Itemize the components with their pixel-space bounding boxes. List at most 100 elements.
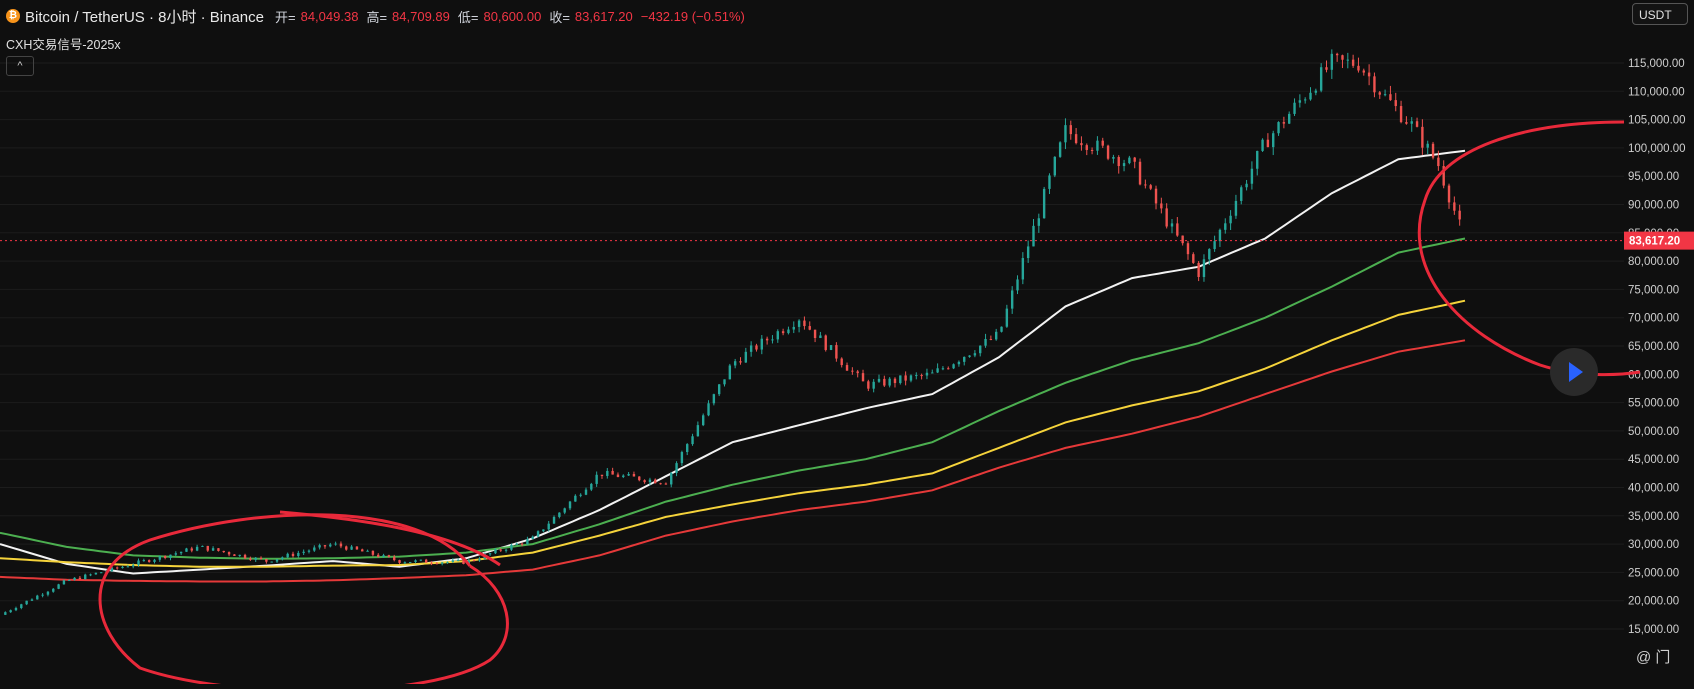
candle-body-115 [616, 474, 620, 478]
candle-body-235 [1256, 150, 1259, 169]
watermark: @ 门 [1636, 649, 1671, 666]
candle-body-85 [456, 560, 460, 562]
ma-line-3 [0, 339, 1466, 583]
candle-body-47 [254, 557, 257, 560]
candle-body-241 [1288, 113, 1291, 124]
candle-body-230 [1229, 215, 1232, 224]
candle-body-146 [781, 331, 785, 334]
candle-body-179 [957, 361, 961, 365]
indicator-label[interactable]: CXH交易信号-2025x [6, 38, 121, 52]
y-tick-label-8: 55,000.00 [1628, 398, 1679, 410]
candle-body-17 [94, 572, 98, 575]
candle-body-11 [62, 580, 66, 585]
candle-body-121 [648, 479, 652, 483]
candle-body-173 [925, 372, 929, 376]
candle-body-65 [350, 546, 353, 550]
candle-body-177 [947, 368, 950, 370]
candle-body-190 [1016, 279, 1019, 291]
candle-body-37 [201, 545, 204, 547]
y-tick-label-12: 75,000.00 [1628, 284, 1679, 296]
candle-body-57 [307, 550, 311, 552]
candle-body-234 [1250, 168, 1254, 184]
candle-body-46 [249, 558, 252, 560]
candle-body-236 [1261, 139, 1264, 151]
y-tick-label-4: 35,000.00 [1628, 511, 1679, 523]
candle-body-139 [744, 351, 748, 363]
candle-body-138 [739, 361, 742, 363]
symbol-title[interactable]: Bitcoin / TetherUS · 8小时 · Binance [25, 8, 264, 26]
candle-body-243 [1298, 100, 1302, 103]
candle-body-232 [1240, 187, 1243, 201]
candle-body-220 [1176, 223, 1179, 236]
candle-body-217 [1160, 203, 1163, 209]
candle-body-128 [686, 444, 689, 453]
candle-body-108 [579, 494, 582, 496]
candle-body-88 [472, 560, 476, 562]
candle-body-134 [717, 384, 721, 395]
candle-body-84 [451, 560, 455, 562]
candle-body-61 [329, 544, 332, 547]
candle-body-59 [318, 545, 321, 548]
candle-body-175 [936, 368, 939, 373]
candle-body-104 [558, 512, 561, 517]
candle-body-9 [52, 588, 55, 592]
candle-body-240 [1282, 122, 1286, 124]
candle-body-101 [542, 529, 545, 532]
candle-body-94 [504, 549, 508, 551]
candle-body-264 [1410, 121, 1413, 124]
y-tick-label-2: 25,000.00 [1628, 567, 1679, 579]
candle-body-78 [419, 559, 423, 561]
candle-body-102 [547, 523, 550, 530]
candle-body-99 [531, 536, 534, 540]
play-icon [1569, 362, 1583, 382]
high-value: 84,709.89 [392, 8, 450, 24]
candle-body-208 [1112, 157, 1115, 159]
candle-body-53 [286, 553, 289, 558]
annotation-circle-right [1417, 120, 1641, 377]
candle-body-35 [190, 548, 193, 551]
candle-body-49 [265, 558, 268, 562]
candle-body-144 [771, 339, 774, 341]
candle-body-130 [696, 425, 700, 437]
candle-body-165 [883, 378, 886, 386]
candle-body-259 [1383, 94, 1387, 96]
candle-body-140 [749, 345, 753, 352]
candle-body-245 [1309, 92, 1312, 100]
candle-body-68 [366, 550, 369, 552]
candle-body-153 [819, 335, 822, 339]
y-tick-label-17: 100,000.00 [1628, 143, 1686, 155]
candle-body-0 [4, 612, 7, 615]
replay-button[interactable] [1550, 348, 1598, 396]
candle-body-100 [536, 531, 540, 537]
candle-body-163 [872, 381, 875, 389]
candle-body-15 [84, 574, 87, 580]
candle-body-29 [158, 556, 162, 560]
candle-body-7 [41, 594, 44, 596]
currency-selector[interactable]: USDT [1632, 3, 1688, 25]
candle-body-205 [1096, 140, 1099, 151]
candle-body-4 [25, 600, 28, 605]
open-label: 开= [275, 9, 296, 25]
candle-body-107 [574, 495, 577, 502]
candle-body-218 [1165, 208, 1168, 227]
collapse-legend-button[interactable]: ^ [6, 56, 34, 76]
candle-body-270 [1442, 166, 1445, 186]
candle-body-118 [632, 474, 636, 477]
candle-body-197 [1053, 156, 1056, 176]
candle-body-237 [1266, 139, 1270, 148]
candle-body-116 [622, 475, 625, 478]
candle-body-75 [403, 562, 407, 564]
candle-body-67 [361, 549, 364, 552]
candle-body-171 [915, 375, 918, 377]
candle-body-233 [1245, 183, 1248, 188]
candle-body-194 [1037, 218, 1041, 226]
candle-body-207 [1106, 145, 1110, 159]
candle-body-62 [334, 543, 337, 545]
candle-body-242 [1293, 102, 1296, 114]
symbol-header: ₿ Bitcoin / TetherUS · 8小时 · Binance 开= 8… [6, 6, 748, 26]
candle-body-159 [851, 370, 854, 372]
candle-body-69 [371, 550, 375, 555]
candle-body-258 [1378, 92, 1381, 95]
